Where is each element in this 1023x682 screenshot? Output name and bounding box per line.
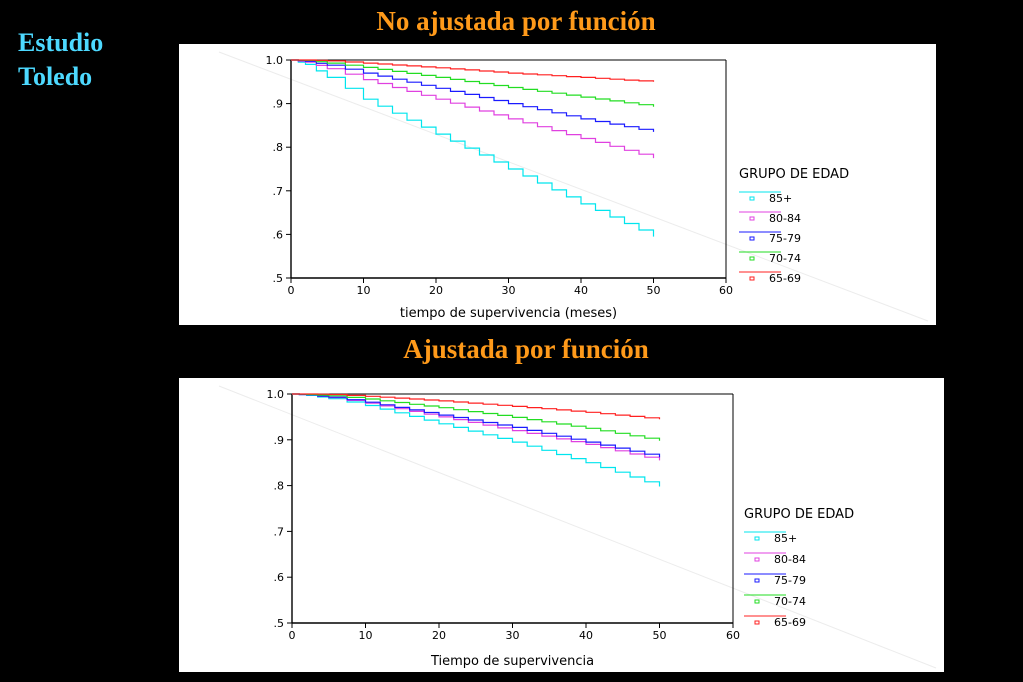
series-line-85+ [292, 393, 661, 487]
series-line-70-74 [292, 393, 661, 441]
series-line-75-79 [291, 59, 655, 132]
legend-marker [754, 578, 760, 583]
legend-label: 65-69 [774, 616, 806, 629]
y-tick-label: .6 [274, 571, 285, 584]
series-line-70-74 [291, 59, 655, 107]
x-tick-label: 0 [288, 284, 295, 297]
legend-marker [749, 256, 755, 261]
legend-marker [754, 536, 760, 541]
chart-panel-adjusted: 1.0 .9 .8 .7 .6 .5 0 10 20 30 40 50 60 Tiempo de supe… [179, 378, 944, 672]
side-title-line1: Estudio [18, 28, 104, 57]
x-tick-label: 10 [357, 284, 371, 297]
legend-label: 65-69 [769, 272, 801, 285]
legend-label: 80-84 [769, 212, 801, 225]
legend-label: 85+ [774, 532, 797, 545]
x-tick-label: 40 [574, 284, 588, 297]
y-tick-label: .6 [273, 228, 284, 241]
legend-label: 70-74 [769, 252, 801, 265]
legend-marker [749, 276, 755, 281]
chart-title-adjusted: Ajustada por función [403, 334, 649, 364]
legend-marker [754, 557, 760, 562]
legend-marker [749, 196, 755, 201]
legend-marker [754, 620, 760, 625]
legend-label: 80-84 [774, 553, 806, 566]
x-tick-label: 10 [359, 629, 373, 642]
survival-chart-adjusted: 1.0 .9 .8 .7 .6 .5 0 10 20 30 40 50 60 Tiempo de supe… [218, 385, 937, 669]
y-tick-label: .9 [273, 98, 284, 111]
x-tick-label: 30 [502, 284, 516, 297]
y-tick-label: .9 [274, 434, 285, 447]
y-tick-label: .5 [274, 617, 285, 630]
x-tick-label: 40 [579, 629, 593, 642]
side-title-line2: Toledo [18, 62, 93, 91]
survival-chart-unadjusted: 1.0 .9 .8 .7 .6 .5 0 10 20 30 40 50 60 tiempo de supe… [218, 51, 929, 322]
x-tick-label: 20 [429, 284, 443, 297]
legend-label: 70-74 [774, 595, 806, 608]
legend-marker [754, 599, 760, 604]
x-tick-label: 30 [506, 629, 520, 642]
x-tick-label: 50 [653, 629, 667, 642]
y-tick-label: .7 [273, 185, 284, 198]
legend-marker [749, 236, 755, 241]
background-diagonal [218, 51, 929, 322]
series-line-75-79 [292, 393, 661, 458]
y-tick-label: 1.0 [267, 388, 285, 401]
series-line-80-84 [292, 393, 661, 461]
y-tick-label: 1.0 [266, 54, 284, 67]
x-axis-label: Tiempo de supervivencia [430, 654, 594, 669]
side-title: Estudio Toledo [18, 26, 103, 94]
legend-marker [749, 216, 755, 221]
x-tick-label: 0 [289, 629, 296, 642]
series-line-85+ [291, 59, 655, 237]
background-diagonal [218, 385, 937, 669]
y-tick-label: .7 [274, 525, 285, 538]
y-tick-label: .8 [273, 141, 284, 154]
x-axis-label: tiempo de supervivencia (meses) [400, 306, 617, 321]
series-line-80-84 [291, 59, 655, 159]
legend-title: GRUPO DE EDAD [744, 507, 854, 522]
y-tick-label: .8 [274, 480, 285, 493]
series-line-65-69 [292, 393, 661, 420]
legend-label: 75-79 [774, 574, 806, 587]
legend-label: 85+ [769, 192, 792, 205]
chart-panel-unadjusted: 1.0 .9 .8 .7 .6 .5 0 10 20 30 40 50 60 tiempo de supe… [179, 44, 936, 325]
x-tick-label: 60 [726, 629, 740, 642]
y-tick-label: .5 [273, 272, 284, 285]
x-tick-label: 50 [647, 284, 661, 297]
legend-label: 75-79 [769, 232, 801, 245]
series-line-65-69 [291, 59, 655, 82]
x-tick-label: 60 [719, 284, 733, 297]
legend-title: GRUPO DE EDAD [739, 167, 849, 182]
x-tick-label: 20 [432, 629, 446, 642]
chart-title-unadjusted: No ajustada por función [376, 6, 656, 36]
